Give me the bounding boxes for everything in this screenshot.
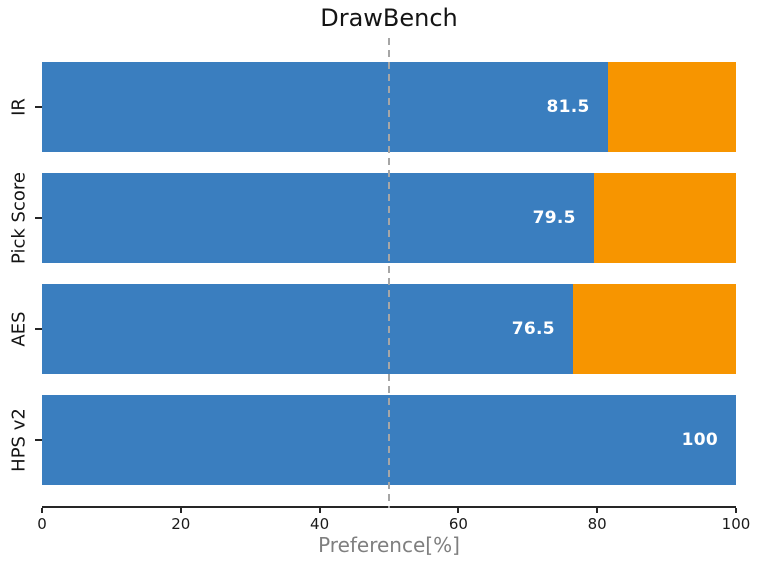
bar-value-label: 81.5 [546, 97, 590, 117]
bar-row: 79.5 [42, 173, 736, 263]
bar-segment-blue: 76.5 [42, 284, 573, 374]
bar-value-label: 100 [681, 430, 718, 450]
y-tick-mark [35, 106, 42, 108]
x-tick-label: 40 [310, 515, 330, 533]
y-tick-mark [35, 217, 42, 219]
x-tick-label: 20 [171, 515, 191, 533]
x-tick-mark [457, 508, 460, 513]
x-tick-label: 100 [721, 515, 751, 533]
bar-segment-orange [593, 173, 736, 263]
bar-segment-blue: 79.5 [42, 173, 594, 263]
bar-segment-orange [572, 284, 736, 374]
y-axis-category-text: IR [8, 98, 30, 116]
chart-title: DrawBench [320, 4, 458, 32]
bar-row: 76.5 [42, 284, 736, 374]
bar-value-label: 76.5 [511, 319, 555, 339]
y-tick-mark [35, 439, 42, 441]
y-tick-mark [35, 328, 42, 330]
bar-row: 81.5 [42, 62, 736, 152]
x-axis-label: Preference[%] [318, 533, 460, 557]
plot-area: 81.5 79.5 76.5 100 0 20 40 60 80 100 [37, 38, 750, 533]
y-axis-category-text: Pick Score [8, 172, 30, 264]
x-tick-mark [179, 508, 182, 513]
x-tick-mark [41, 508, 43, 513]
y-axis-category-text: HPS v2 [8, 408, 30, 472]
x-tick-label: 60 [448, 515, 468, 533]
x-tick-label: 80 [587, 515, 607, 533]
x-tick-mark [318, 508, 321, 513]
x-tick-mark [596, 508, 599, 513]
reference-line-50 [388, 38, 390, 508]
y-axis-category-text: AES [8, 311, 30, 347]
bar-segment-orange [607, 62, 736, 152]
x-tick-label: 0 [37, 515, 47, 533]
bar-segment-blue: 81.5 [42, 62, 608, 152]
x-tick-mark [735, 508, 737, 513]
bar-value-label: 79.5 [532, 208, 576, 228]
